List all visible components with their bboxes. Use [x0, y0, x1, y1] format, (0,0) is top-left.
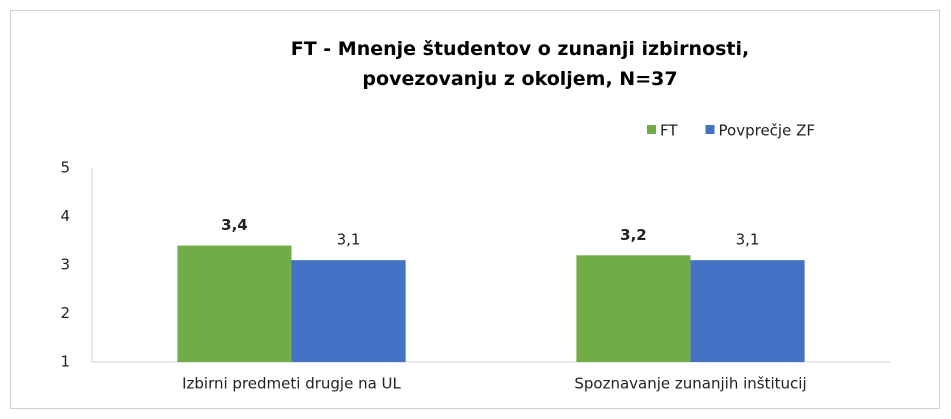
data-label: 3,1 [736, 231, 760, 249]
bar [690, 260, 805, 362]
legend-swatch [705, 125, 715, 134]
bar [177, 245, 292, 362]
y-tick-label: 3 [60, 256, 70, 274]
y-tick-label: 1 [60, 353, 70, 371]
bar [291, 260, 406, 362]
y-tick-label: 5 [60, 159, 70, 177]
data-label: 3,1 [337, 231, 361, 249]
legend-swatch [647, 125, 656, 134]
data-label: 3,2 [620, 226, 647, 244]
y-tick-label: 2 [60, 304, 70, 322]
bar [576, 255, 691, 362]
legend-label: Povprečje ZF [719, 122, 815, 140]
data-label: 3,4 [221, 216, 248, 234]
x-tick-label: Spoznavanje zunanjih inštitucij [574, 375, 806, 393]
legend-label: FT [660, 122, 678, 140]
chart-title: FT - Mnenje študentov o zunanji izbirnos… [290, 38, 750, 90]
x-tick-label: Izbirni predmeti drugje na UL [182, 375, 401, 393]
y-tick-label: 4 [60, 207, 70, 225]
